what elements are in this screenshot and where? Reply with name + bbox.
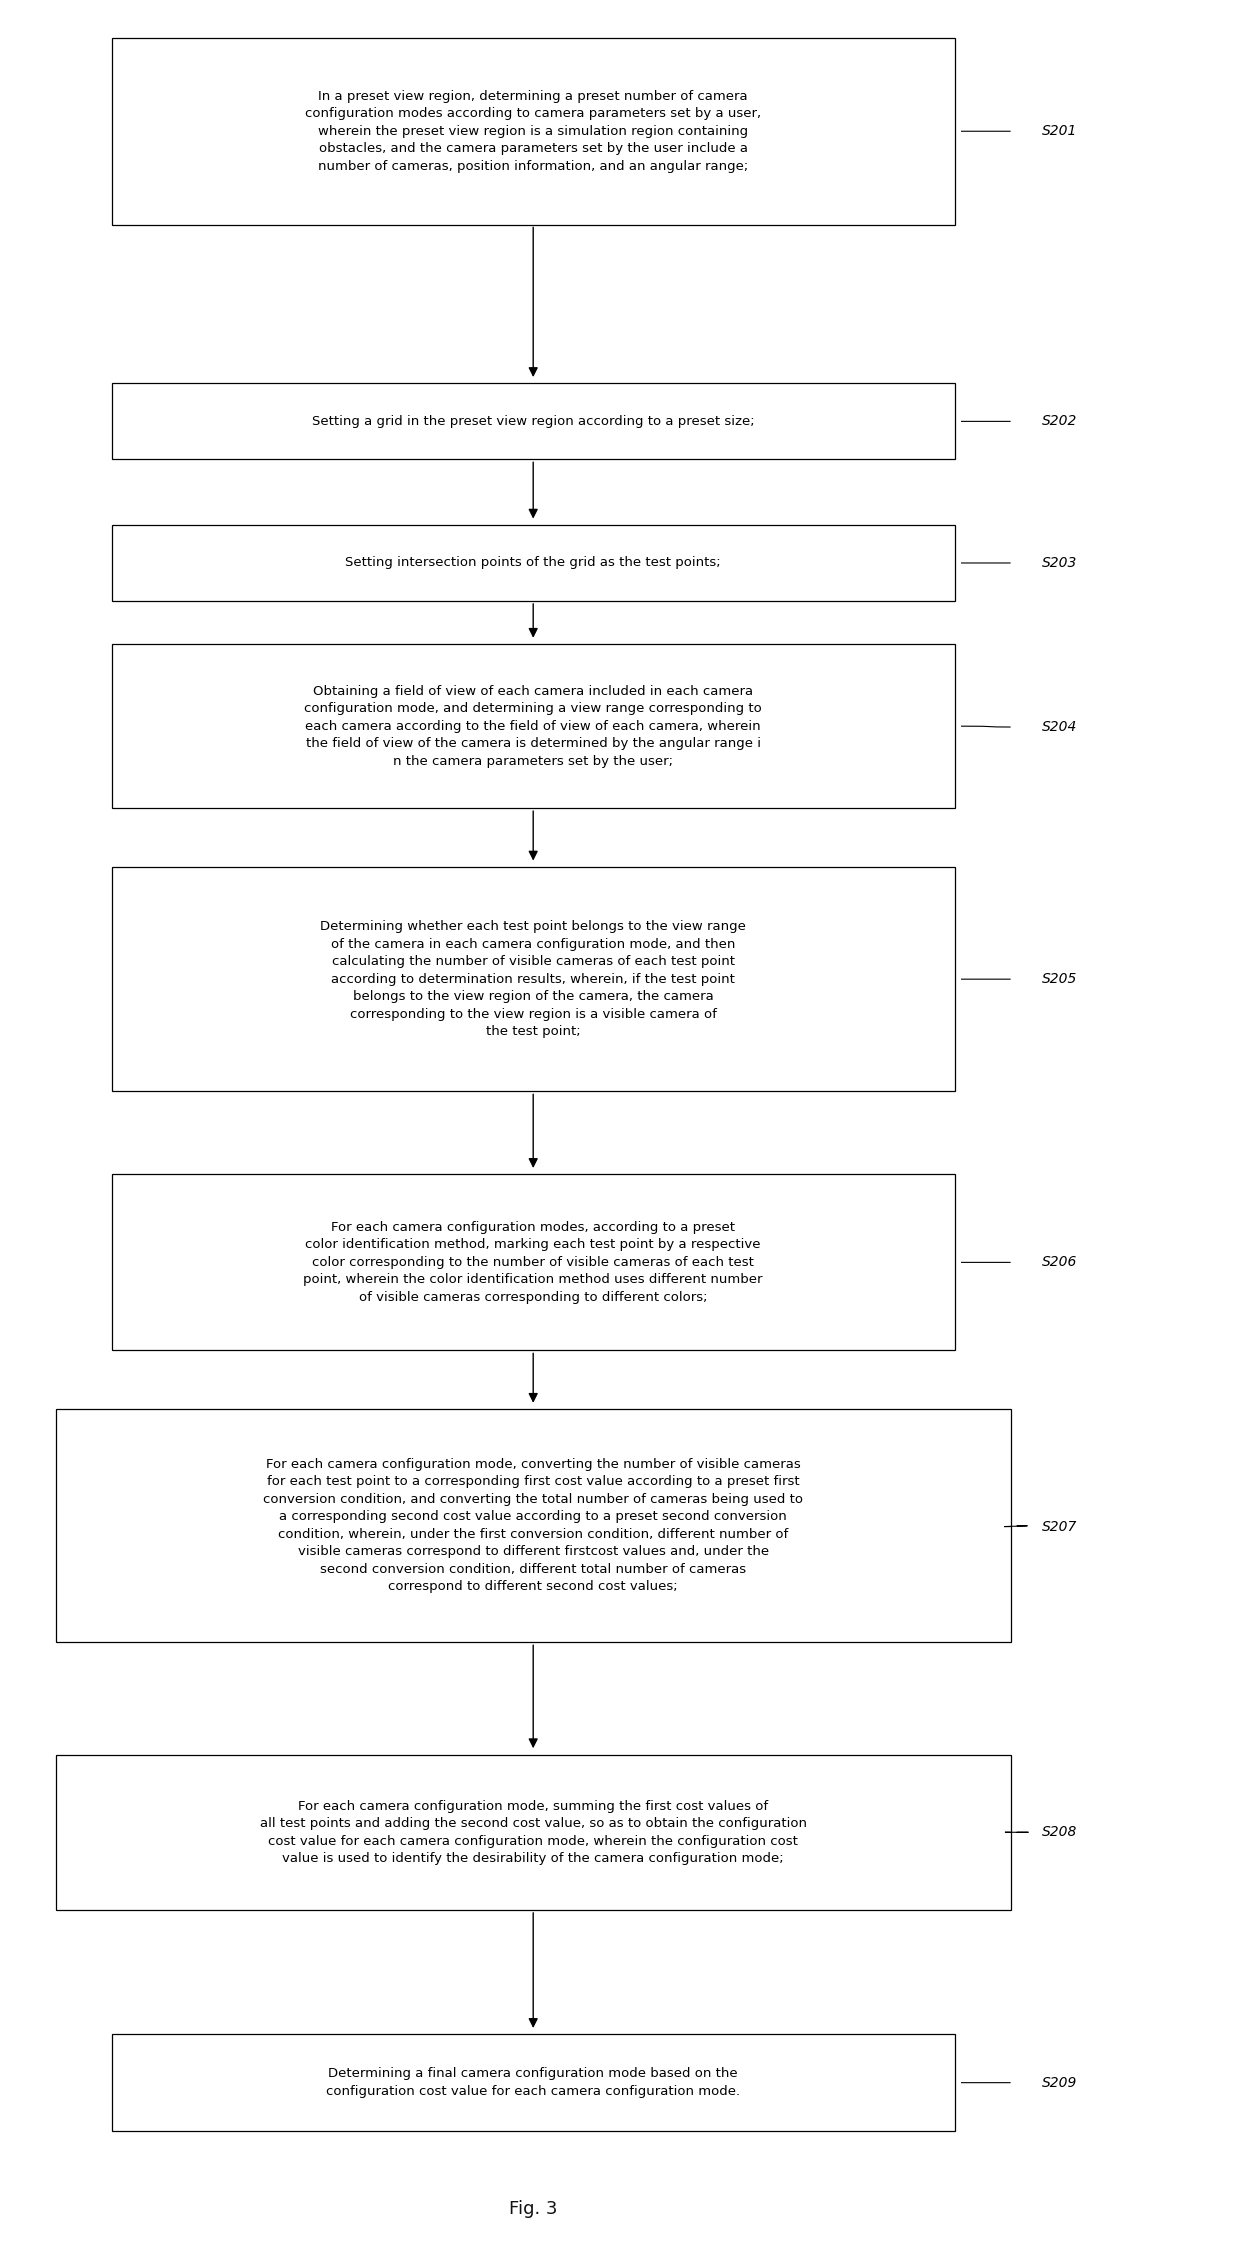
Bar [112,644,955,808]
Text: S205: S205 [1042,972,1078,986]
Bar [112,384,955,460]
Text: S208: S208 [1042,1825,1078,1839]
Text: S209: S209 [1042,2077,1078,2090]
Text: For each camera configuration modes, according to a preset
color identification : For each camera configuration modes, acc… [304,1221,763,1304]
Text: S207: S207 [1042,1520,1078,1533]
Text: Determining whether each test point belongs to the view range
of the camera in e: Determining whether each test point belo… [320,920,746,1037]
Text: For each camera configuration mode, converting the number of visible cameras
for: For each camera configuration mode, conv… [263,1457,804,1594]
Text: Fig. 3: Fig. 3 [508,2200,558,2218]
Text: Setting intersection points of the grid as the test points;: Setting intersection points of the grid … [346,557,720,570]
Bar [112,2034,955,2131]
Bar [56,1410,1011,1643]
Text: S202: S202 [1042,415,1078,429]
Text: In a preset view region, determining a preset number of camera
configuration mod: In a preset view region, determining a p… [305,90,761,173]
Bar [56,1756,1011,1910]
Bar [112,38,955,224]
Text: S201: S201 [1042,123,1078,139]
Text: S206: S206 [1042,1255,1078,1268]
Text: For each camera configuration mode, summing the first cost values of
all test po: For each camera configuration mode, summ… [259,1800,807,1866]
Bar [112,867,955,1091]
Bar [112,525,955,602]
Text: Obtaining a field of view of each camera included in each camera
configuration m: Obtaining a field of view of each camera… [304,685,763,768]
Bar [112,1174,955,1351]
Text: Determining a final camera configuration mode based on the
configuration cost va: Determining a final camera configuration… [326,2068,740,2097]
Text: Setting a grid in the preset view region according to a preset size;: Setting a grid in the preset view region… [312,415,754,429]
Text: S204: S204 [1042,721,1078,734]
Text: S203: S203 [1042,557,1078,570]
